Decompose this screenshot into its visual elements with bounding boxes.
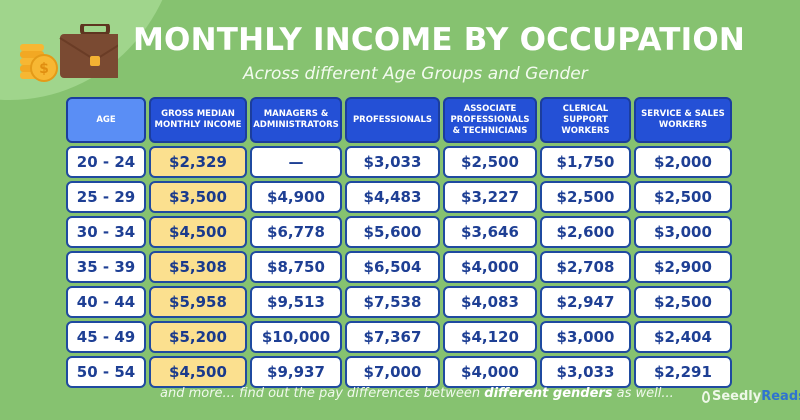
- table-cell: $2,947: [540, 286, 631, 318]
- table-cell: $7,538: [345, 286, 440, 318]
- table-cell-gross: $2,329: [149, 146, 247, 178]
- table-cell: $8,750: [250, 251, 342, 283]
- table-cell-age: 20 - 24: [66, 146, 146, 178]
- page-title: MONTHLY INCOME BY OCCUPATION: [133, 22, 746, 58]
- column-header-service-sales: SERVICE & SALES WORKERS: [634, 97, 732, 143]
- table-cell-age: 40 - 44: [66, 286, 146, 318]
- brand-name-part2: Reads: [761, 389, 800, 404]
- briefcase-with-coins-icon: $: [18, 22, 131, 84]
- table-cell: $4,483: [345, 181, 440, 213]
- table-cell: $2,000: [634, 146, 732, 178]
- table-cell-age: 30 - 34: [66, 216, 146, 248]
- table-cell: $4,000: [443, 356, 537, 388]
- table-cell: $9,513: [250, 286, 342, 318]
- table-cell: $6,778: [250, 216, 342, 248]
- table-cell: $2,708: [540, 251, 631, 283]
- table-cell: $3,000: [634, 216, 732, 248]
- table-cell-gross: $5,958: [149, 286, 247, 318]
- table-cell: $4,900: [250, 181, 342, 213]
- table-cell-age: 50 - 54: [66, 356, 146, 388]
- table-cell: $1,750: [540, 146, 631, 178]
- brand-logo: Seedly Reads: [702, 389, 800, 404]
- table-cell: $2,500: [540, 181, 631, 213]
- table-cell-age: 45 - 49: [66, 321, 146, 353]
- table-cell: $3,000: [540, 321, 631, 353]
- table-cell: $4,000: [443, 251, 537, 283]
- column-header-gross-median: GROSS MEDIAN MONTHLY INCOME: [149, 97, 247, 143]
- seed-icon: [702, 390, 710, 403]
- column-header-professionals: PROFESSIONALS: [345, 97, 440, 143]
- footer-text-bold: different genders: [484, 386, 613, 401]
- table-cell-gross: $5,308: [149, 251, 247, 283]
- footer-text-after: as well...: [612, 386, 674, 401]
- footer-text-before: and more... find out the pay differences…: [160, 386, 485, 401]
- table-cell: $4,120: [443, 321, 537, 353]
- page-subtitle: Across different Age Groups and Gender: [243, 64, 588, 84]
- table-cell: $9,937: [250, 356, 342, 388]
- column-header-clerical: CLERICAL SUPPORT WORKERS: [540, 97, 631, 143]
- table-cell: $10,000: [250, 321, 342, 353]
- table-cell-age: 35 - 39: [66, 251, 146, 283]
- table-cell: $6,504: [345, 251, 440, 283]
- income-table: AGE GROSS MEDIAN MONTHLY INCOME MANAGERS…: [66, 97, 732, 388]
- table-cell: $4,083: [443, 286, 537, 318]
- table-cell: $3,033: [345, 146, 440, 178]
- table-cell-age: 25 - 29: [66, 181, 146, 213]
- column-header-associate-professionals: ASSOCIATE PROFESSIONALS & TECHNICIANS: [443, 97, 537, 143]
- table-cell-gross: $3,500: [149, 181, 247, 213]
- table-cell: —: [250, 146, 342, 178]
- table-cell-gross: $5,200: [149, 321, 247, 353]
- table-cell: $3,646: [443, 216, 537, 248]
- table-cell: $2,500: [634, 286, 732, 318]
- table-cell: $2,500: [443, 146, 537, 178]
- brand-name-part1: Seedly: [712, 389, 762, 404]
- table-cell: $2,600: [540, 216, 631, 248]
- column-header-age: AGE: [66, 97, 146, 143]
- table-cell: $2,500: [634, 181, 732, 213]
- svg-text:$: $: [39, 61, 49, 77]
- table-cell: $3,033: [540, 356, 631, 388]
- table-cell-gross: $4,500: [149, 216, 247, 248]
- table-cell: $7,367: [345, 321, 440, 353]
- table-cell: $2,291: [634, 356, 732, 388]
- column-header-managers: MANAGERS & ADMINISTRATORS: [250, 97, 342, 143]
- table-cell: $2,900: [634, 251, 732, 283]
- table-cell: $2,404: [634, 321, 732, 353]
- table-cell: $3,227: [443, 181, 537, 213]
- footer-note: and more... find out the pay differences…: [160, 386, 674, 401]
- table-cell: $5,600: [345, 216, 440, 248]
- table-cell: $7,000: [345, 356, 440, 388]
- table-cell-gross: $4,500: [149, 356, 247, 388]
